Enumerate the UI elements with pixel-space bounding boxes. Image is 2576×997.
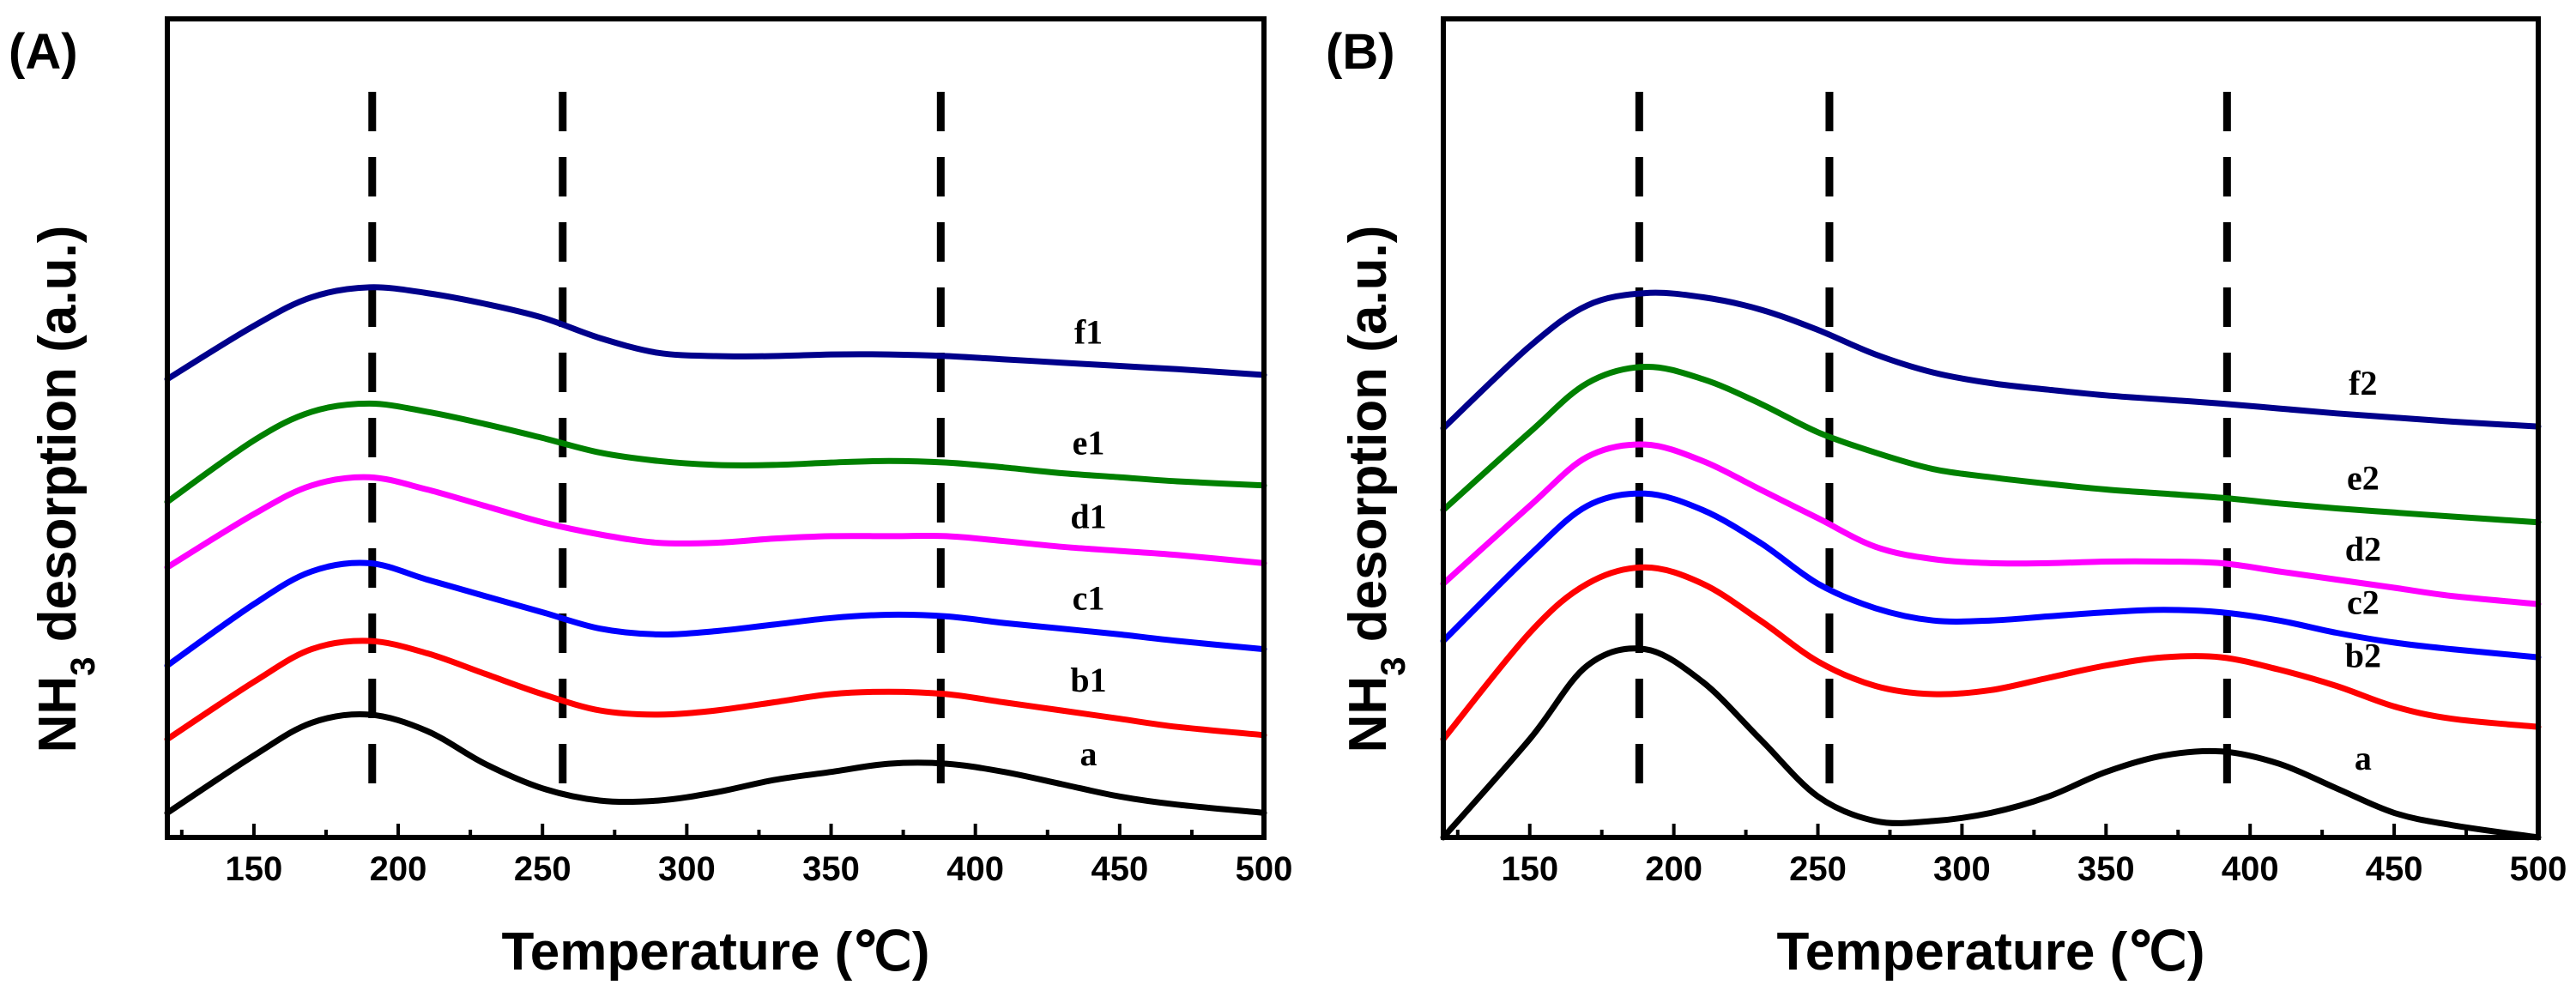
series-label: b1 [1070,661,1106,699]
series-label: d2 [2345,529,2381,568]
x-tick-label: 300 [1933,850,1991,888]
x-tick-label: 350 [802,850,860,888]
x-tick-label: 450 [2366,850,2423,888]
series-label: d1 [1070,497,1106,535]
x-tick-label: 350 [2077,850,2135,888]
panel-a: (A) NH3 desorption (a.u.) 150 200 250 300 35… [9,16,1293,982]
x-tick-label: 400 [946,850,1004,888]
series-label: c1 [1073,579,1105,618]
series-line-f1 [164,284,1267,383]
panel-b: (B) NH3 desorption (a.u.) 150 200 250 300 35… [1326,16,2567,982]
plot-frame [1441,16,2541,840]
series-label: e1 [1073,423,1105,462]
x-tick-label: 250 [514,850,571,888]
y-axis-title: NH3 desorption (a.u.) [28,226,102,753]
series-label: f1 [1074,313,1103,352]
series-label: a [1080,734,1098,773]
x-axis-title: Temperature (℃) [1776,922,2204,982]
x-tick-label: 450 [1091,850,1148,888]
x-tick-label: 400 [2222,850,2279,888]
series-line-c2 [1440,490,2542,661]
series-line-a [164,711,1267,816]
series-line-c1 [164,559,1267,669]
series-line-e2 [1440,363,2542,526]
x-tick-label: 500 [2510,850,2567,888]
series-line-e1 [164,400,1267,505]
x-tick-label: 250 [1789,850,1847,888]
panel-label: (A) [9,24,78,80]
x-axis-title: Temperature (℃) [501,922,929,982]
y-axis-title: NH3 desorption (a.u.) [1339,226,1412,753]
series-label: a [2355,739,2372,777]
series-label: f2 [2349,364,2377,402]
plot-area: 150 200 250 300 350 400 450 500 a b1 c1 d1 e1 f1 [164,92,1293,888]
series-line-a [1440,645,2542,841]
series-label: c2 [2347,583,2379,622]
series-line-d2 [1440,441,2542,607]
x-tick-label: 300 [658,850,716,888]
series-line-d1 [164,474,1267,571]
x-tick-label: 150 [226,850,283,888]
x-tick-label: 500 [1236,850,1293,888]
series-line-b2 [1440,564,2542,742]
plot-frame [165,16,1267,840]
x-tick-label: 200 [370,850,427,888]
series-line-b1 [164,637,1267,742]
x-tick-label: 150 [1501,850,1558,888]
series-line-f2 [1440,289,2542,432]
series-label: e2 [2347,458,2379,497]
x-tick-label: 200 [1645,850,1702,888]
panel-label: (B) [1326,24,1395,80]
